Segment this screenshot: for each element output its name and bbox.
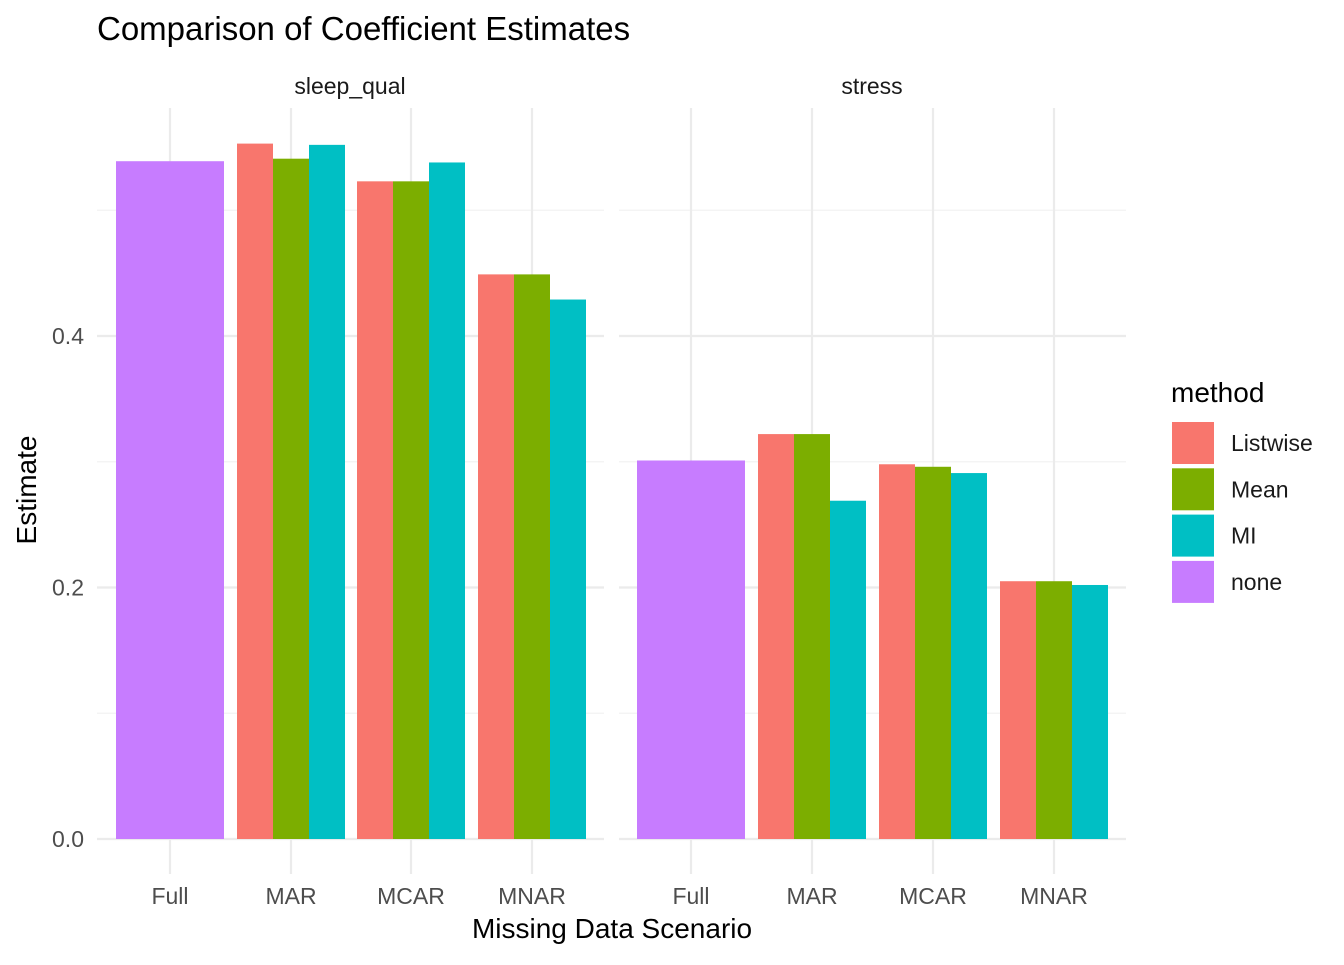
bar-sleep_qual-MNAR-MI — [550, 299, 586, 840]
x-tick-label: MNAR — [1020, 883, 1088, 909]
bar-sleep_qual-MCAR-Listwise — [357, 181, 393, 839]
legend-title: method — [1171, 377, 1264, 408]
bar-sleep_qual-Full-none — [116, 161, 224, 839]
x-tick-label: MAR — [786, 883, 837, 909]
facet-panel-sleep_qual: sleep_qual Full MAR MCAR MNAR — [97, 73, 604, 909]
bar-stress-MCAR-MI — [951, 473, 987, 839]
bar-stress-MCAR-Mean — [915, 466, 951, 839]
bar-sleep_qual-MAR-MI — [309, 144, 345, 840]
legend-label-Listwise: Listwise — [1231, 430, 1313, 456]
x-tick-label: Full — [672, 883, 709, 909]
y-tick-label: 0.2 — [52, 575, 84, 601]
chart-title: Comparison of Coefficient Estimates — [97, 10, 630, 47]
x-tick-label: MCAR — [899, 883, 967, 909]
y-axis-title: Estimate — [11, 436, 42, 545]
y-tick-label: 0.4 — [52, 323, 84, 349]
x-tick-label: MCAR — [377, 883, 445, 909]
bar-sleep_qual-MAR-Listwise — [237, 143, 273, 840]
bar-sleep_qual-MCAR-Mean — [393, 181, 429, 839]
y-tick-label: 0.0 — [52, 826, 84, 852]
bar-stress-MAR-MI — [830, 500, 866, 839]
plot-layer: sleep_qual Full MAR MCAR MNAR stress Full MAR MC… — [52, 73, 1126, 909]
facet-strip-label: sleep_qual — [294, 73, 405, 99]
legend-key-none — [1172, 560, 1214, 603]
x-tick-label: MNAR — [498, 883, 566, 909]
bar-stress-Full-none — [637, 460, 745, 839]
legend-label-Mean: Mean — [1231, 476, 1289, 502]
x-tick-label: Full — [151, 883, 188, 909]
facet-panel-stress: stress Full MAR MCAR MNAR — [619, 73, 1126, 909]
bar-stress-MNAR-MI — [1072, 584, 1108, 839]
bar-sleep_qual-MNAR-Mean — [514, 274, 550, 839]
facet-strip-label: stress — [841, 73, 902, 99]
bar-stress-MNAR-Mean — [1036, 581, 1072, 839]
x-axis-title: Missing Data Scenario — [472, 913, 752, 944]
bar-stress-MAR-Listwise — [758, 434, 794, 839]
legend-label-none: none — [1231, 569, 1282, 595]
x-tick-label: MAR — [265, 883, 316, 909]
legend: Listwise Mean MI none — [1172, 422, 1313, 603]
bar-sleep_qual-MNAR-Listwise — [478, 274, 514, 839]
legend-key-MI — [1172, 514, 1214, 557]
bar-sleep_qual-MCAR-MI — [429, 162, 465, 840]
legend-key-Listwise — [1172, 422, 1214, 464]
bar-stress-MCAR-Listwise — [879, 464, 915, 839]
bar-stress-MNAR-Listwise — [1000, 581, 1036, 839]
bar-stress-MAR-Mean — [794, 434, 830, 839]
bar-sleep_qual-MAR-Mean — [273, 158, 309, 839]
legend-label-MI: MI — [1231, 523, 1257, 549]
legend-key-Mean — [1172, 468, 1214, 511]
